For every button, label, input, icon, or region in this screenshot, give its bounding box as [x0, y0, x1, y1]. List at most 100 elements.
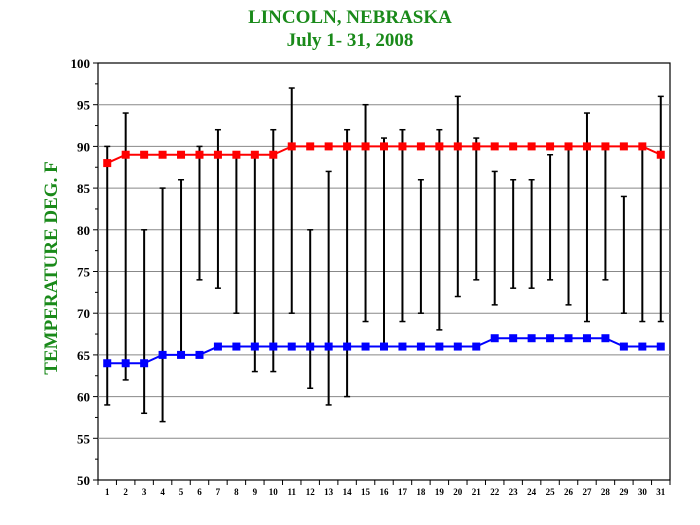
- x-tick-label-17: 17: [398, 487, 408, 497]
- x-tick-label-1: 1: [105, 487, 110, 497]
- x-tick-label-23: 23: [509, 487, 519, 497]
- series-2-point-25: [546, 334, 555, 343]
- series-2-point-15: [361, 342, 370, 351]
- series-2-point-16: [380, 342, 388, 351]
- series-1-point-12: [306, 142, 315, 151]
- x-tick-label-6: 6: [197, 487, 202, 497]
- series-2-point-13: [324, 342, 333, 351]
- x-tick-label-3: 3: [142, 487, 147, 497]
- x-tick-label-11: 11: [287, 487, 296, 497]
- x-tick-label-30: 30: [638, 487, 648, 497]
- y-tick-label-70: 70: [77, 306, 90, 321]
- x-tick-label-29: 29: [619, 487, 629, 497]
- series-1-point-2: [121, 150, 130, 159]
- x-tick-label-26: 26: [564, 487, 574, 497]
- x-tick-label-8: 8: [234, 487, 239, 497]
- series-1-point-24: [527, 142, 536, 151]
- x-tick-label-7: 7: [216, 487, 221, 497]
- series-2-point-29: [619, 342, 628, 351]
- series-1-point-31: [656, 150, 665, 159]
- series-2-point-10: [269, 342, 278, 351]
- series-1-point-14: [343, 142, 352, 151]
- series-1-point-10: [269, 150, 278, 159]
- series-1-point-20: [453, 142, 462, 151]
- x-tick-label-21: 21: [472, 487, 482, 497]
- series-1-point-4: [158, 150, 167, 159]
- series-1-point-11: [287, 142, 296, 151]
- series-1-point-3: [140, 150, 149, 159]
- series-1-point-29: [619, 142, 628, 151]
- series-2-point-5: [177, 350, 186, 359]
- series-2-point-18: [416, 342, 425, 351]
- x-tick-label-28: 28: [601, 487, 611, 497]
- series-1-point-9: [250, 150, 259, 159]
- series-1-point-8: [232, 150, 241, 159]
- x-tick-label-25: 25: [546, 487, 556, 497]
- series-2-point-23: [509, 334, 518, 343]
- y-tick-label-85: 85: [77, 181, 91, 196]
- series-1-point-27: [582, 142, 591, 151]
- series-2-point-24: [527, 334, 536, 343]
- y-tick-label-60: 60: [77, 390, 90, 405]
- x-tick-label-5: 5: [179, 487, 184, 497]
- series-2-point-7: [213, 342, 222, 351]
- series-2-point-26: [564, 334, 573, 343]
- series-2-point-11: [287, 342, 296, 351]
- series-1-point-19: [435, 142, 444, 151]
- x-tick-label-9: 9: [253, 487, 258, 497]
- series-2-point-6: [195, 350, 204, 359]
- y-tick-label-50: 50: [77, 473, 90, 488]
- series-2-point-22: [490, 334, 499, 343]
- series-2-point-17: [398, 342, 407, 351]
- series-2-point-1: [103, 359, 112, 368]
- series-1-point-16: [380, 142, 388, 151]
- series-1-point-18: [416, 142, 425, 151]
- x-tick-label-27: 27: [582, 487, 592, 497]
- series-1-point-5: [177, 150, 186, 159]
- series-1-point-1: [103, 159, 112, 168]
- series-2-point-20: [453, 342, 462, 351]
- series-1-point-28: [601, 142, 610, 151]
- x-tick-label-13: 13: [324, 487, 334, 497]
- chart-title: LINCOLN, NEBRASKA: [248, 7, 452, 28]
- series-2-point-28: [601, 334, 610, 343]
- series-2-point-2: [121, 359, 130, 368]
- x-tick-label-16: 16: [380, 487, 390, 497]
- x-tick-label-20: 20: [453, 487, 463, 497]
- series-2-point-31: [656, 342, 665, 351]
- series-1-point-13: [324, 142, 333, 151]
- x-tick-label-2: 2: [123, 487, 128, 497]
- series-2-point-30: [638, 342, 647, 351]
- series-1-point-26: [564, 142, 573, 151]
- series-2-point-14: [343, 342, 352, 351]
- x-tick-label-31: 31: [656, 487, 666, 497]
- y-tick-label-75: 75: [77, 265, 91, 280]
- series-1-point-6: [195, 150, 204, 159]
- x-tick-label-15: 15: [361, 487, 371, 497]
- x-tick-label-18: 18: [416, 487, 426, 497]
- x-tick-label-4: 4: [160, 487, 165, 497]
- series-1-point-7: [213, 150, 222, 159]
- y-tick-label-65: 65: [77, 348, 91, 363]
- series-1-point-22: [490, 142, 499, 151]
- x-tick-label-10: 10: [269, 487, 279, 497]
- series-2-point-4: [158, 350, 167, 359]
- series-1-point-17: [398, 142, 407, 151]
- series-1-point-21: [472, 142, 481, 151]
- series-1-point-15: [361, 142, 370, 151]
- x-tick-label-12: 12: [306, 487, 316, 497]
- y-tick-label-95: 95: [77, 98, 91, 113]
- series-1-point-25: [546, 142, 555, 151]
- series-1-point-23: [509, 142, 518, 151]
- x-tick-label-24: 24: [527, 487, 537, 497]
- series-2-point-3: [140, 359, 149, 368]
- x-tick-label-14: 14: [343, 487, 353, 497]
- series-1-point-30: [638, 142, 647, 151]
- y-tick-label-55: 55: [77, 431, 91, 446]
- series-2-point-12: [306, 342, 315, 351]
- series-2-point-27: [582, 334, 591, 343]
- series-2-point-19: [435, 342, 444, 351]
- chart-subtitle: July 1- 31, 2008: [286, 30, 414, 51]
- series-2-point-8: [232, 342, 241, 351]
